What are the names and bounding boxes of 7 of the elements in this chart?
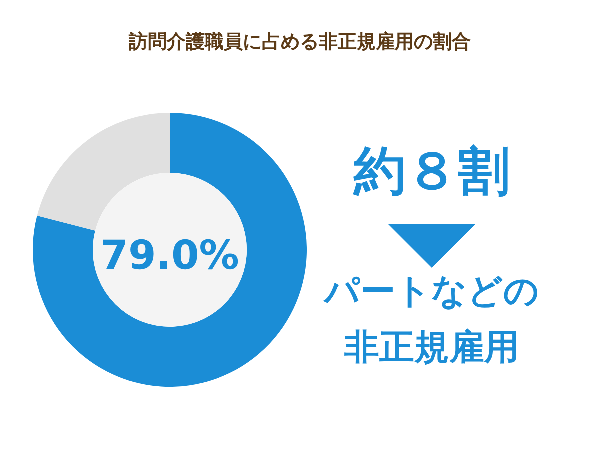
text: 非正規雇用 — [344, 328, 520, 368]
donut-slice — [37, 113, 170, 231]
data-label: 79.0% — [100, 233, 240, 279]
text: 約８割 — [353, 142, 510, 202]
donut-slice — [33, 113, 307, 387]
chart-title: 訪問介護職員に占める非正規雇用の割合 — [128, 31, 471, 53]
text: パートなどの — [322, 272, 540, 312]
